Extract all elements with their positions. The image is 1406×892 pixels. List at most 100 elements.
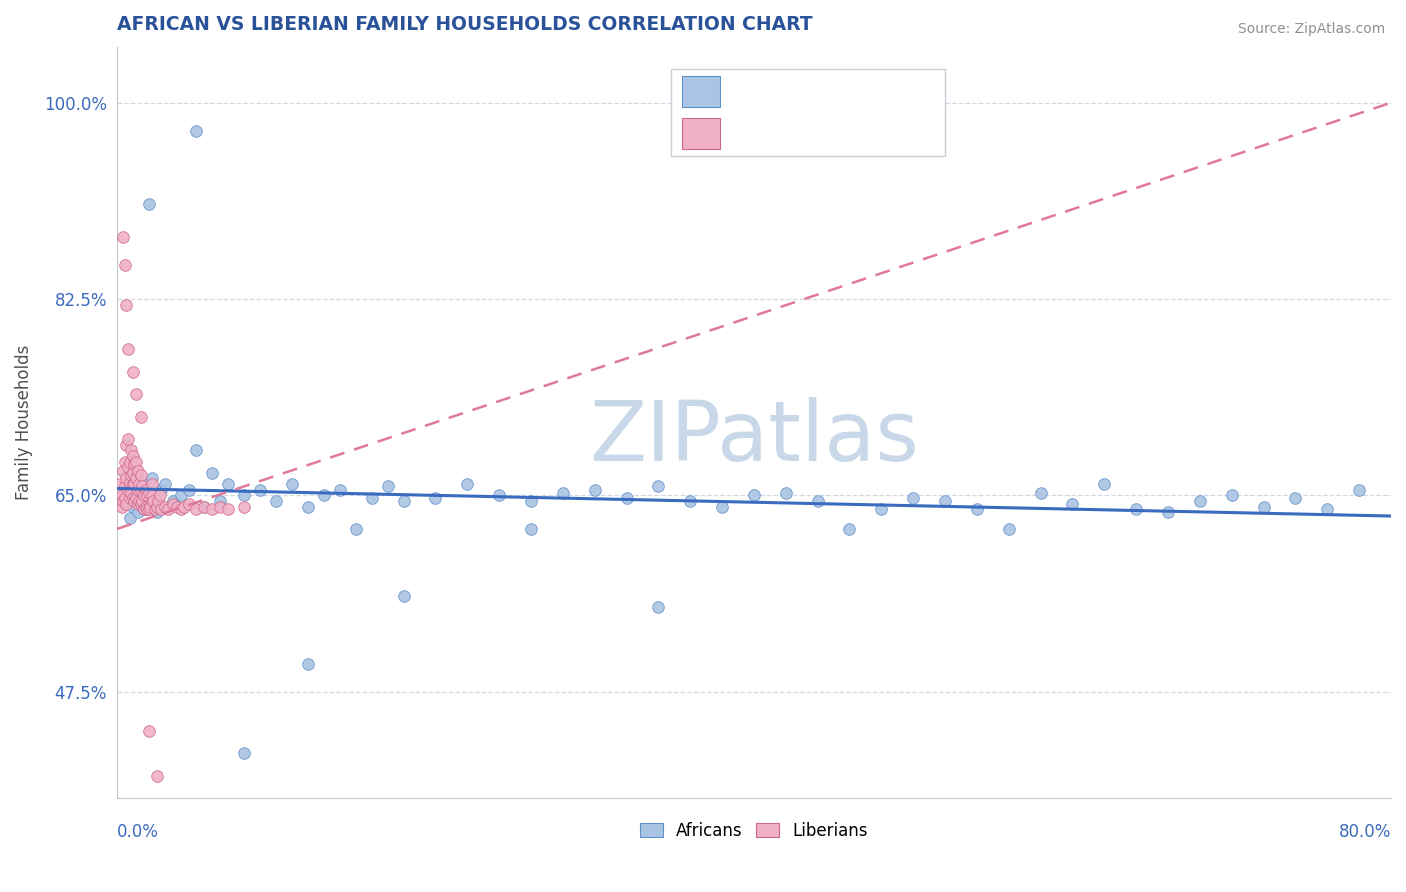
Point	[217, 501, 239, 516]
Point	[121, 491, 143, 505]
Point	[166, 500, 188, 514]
Point	[1062, 497, 1084, 511]
Point	[186, 124, 208, 138]
Point	[249, 483, 271, 497]
Point	[148, 494, 170, 508]
Point	[392, 494, 415, 508]
Point	[129, 491, 152, 505]
Point	[233, 746, 256, 760]
Point	[117, 432, 139, 446]
Point	[141, 471, 163, 485]
Point	[121, 477, 143, 491]
Point	[127, 464, 149, 478]
Point	[297, 657, 319, 671]
Point	[139, 500, 162, 514]
Point	[145, 500, 167, 514]
Point	[145, 505, 167, 519]
Point	[120, 486, 142, 500]
Point	[132, 501, 155, 516]
Point	[807, 494, 830, 508]
Point	[129, 483, 152, 497]
Point	[488, 488, 510, 502]
Point	[138, 486, 160, 500]
Point	[118, 491, 141, 505]
Point	[128, 494, 150, 508]
Point	[132, 501, 155, 516]
Point	[870, 501, 893, 516]
Point	[1029, 486, 1052, 500]
Point	[616, 491, 638, 505]
Point	[377, 479, 399, 493]
Point	[117, 483, 139, 497]
Text: 80.0%: 80.0%	[1339, 822, 1391, 841]
Point	[312, 488, 335, 502]
Point	[125, 471, 148, 485]
Point	[456, 477, 478, 491]
Point	[129, 468, 152, 483]
Point	[1316, 501, 1339, 516]
Point	[127, 497, 149, 511]
Point	[131, 479, 153, 493]
Text: AFRICAN VS LIBERIAN FAMILY HOUSEHOLDS CORRELATION CHART: AFRICAN VS LIBERIAN FAMILY HOUSEHOLDS CO…	[117, 15, 813, 34]
Point	[966, 501, 988, 516]
Point	[121, 500, 143, 514]
Point	[118, 510, 141, 524]
Point	[125, 387, 148, 401]
Point	[186, 443, 208, 458]
Point	[209, 494, 232, 508]
Point	[128, 477, 150, 491]
Point	[141, 488, 163, 502]
Point	[129, 409, 152, 424]
Point	[110, 488, 132, 502]
Point	[115, 471, 138, 485]
Point	[124, 488, 146, 502]
Point	[177, 497, 200, 511]
Point	[120, 443, 142, 458]
Point	[297, 500, 319, 514]
Point	[711, 500, 734, 514]
Point	[118, 475, 141, 489]
Point	[209, 500, 232, 514]
Point	[177, 483, 200, 497]
Point	[124, 477, 146, 491]
Point	[679, 494, 702, 508]
Point	[1220, 488, 1243, 502]
Point	[114, 479, 136, 493]
Point	[121, 466, 143, 480]
Point	[997, 522, 1019, 536]
Point	[551, 486, 574, 500]
Point	[129, 497, 152, 511]
Y-axis label: Family Households: Family Households	[15, 344, 32, 500]
Point	[838, 522, 860, 536]
Point	[124, 494, 146, 508]
Point	[112, 464, 135, 478]
Point	[1125, 501, 1147, 516]
Point	[1188, 494, 1211, 508]
Point	[233, 500, 256, 514]
Point	[134, 483, 156, 497]
Point	[134, 500, 156, 514]
Point	[125, 455, 148, 469]
Point	[153, 477, 176, 491]
Point	[120, 477, 142, 491]
Point	[138, 501, 160, 516]
Point	[193, 500, 215, 514]
Point	[1348, 483, 1371, 497]
Point	[775, 486, 797, 500]
Point	[1284, 491, 1306, 505]
Text: ZIPatlas: ZIPatlas	[589, 397, 920, 478]
Point	[121, 449, 143, 463]
Point	[141, 477, 163, 491]
Point	[131, 494, 153, 508]
Point	[520, 522, 543, 536]
Point	[127, 505, 149, 519]
Point	[281, 477, 304, 491]
Point	[173, 500, 195, 514]
Point	[120, 468, 142, 483]
Text: 0.0%: 0.0%	[117, 822, 159, 841]
Point	[647, 479, 669, 493]
Point	[1157, 505, 1180, 519]
Point	[132, 488, 155, 502]
Point	[114, 491, 136, 505]
Point	[136, 501, 159, 516]
